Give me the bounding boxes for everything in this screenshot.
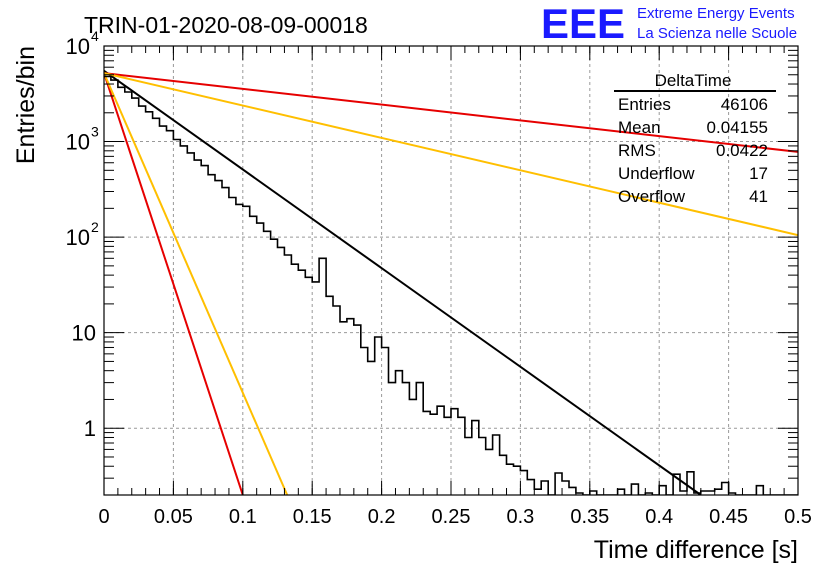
stats-row-label: Entries xyxy=(618,95,671,114)
fit-line xyxy=(104,72,244,495)
x-tick-label: 0.4 xyxy=(645,506,673,528)
chart-title: TRIN-01-2020-08-09-00018 xyxy=(84,12,368,38)
x-axis-title: Time difference [s] xyxy=(594,536,798,564)
stats-row-value: 41 xyxy=(749,187,768,206)
eee-logo-line2: La Scienza nelle Scuole xyxy=(637,25,797,42)
x-tick-label: 0.25 xyxy=(432,506,471,528)
histogram xyxy=(104,75,798,495)
x-tick-label: 0.5 xyxy=(784,506,812,528)
y-tick-label: 10 xyxy=(66,130,90,155)
x-tick-label: 0.35 xyxy=(570,506,609,528)
stats-box-title: DeltaTime xyxy=(655,71,732,90)
stats-row-label: RMS xyxy=(618,141,656,160)
fit-line xyxy=(104,69,702,495)
stats-box: DeltaTime Entries 46106 Mean 0.04155 RMS 0.04… xyxy=(614,71,776,206)
x-tick-label: 0.3 xyxy=(506,506,534,528)
stats-row-label: Underflow xyxy=(618,164,695,183)
x-tick-label: 0.1 xyxy=(229,506,257,528)
stats-row-value: 17 xyxy=(749,164,768,183)
fit-line xyxy=(104,72,289,495)
y-tick-label-exponent: 2 xyxy=(91,219,99,235)
x-tick-label: 0.45 xyxy=(709,506,748,528)
y-tick-label: 1 xyxy=(84,416,96,441)
eee-logo-line1: Extreme Energy Events xyxy=(637,5,795,22)
stats-row-label: Overflow xyxy=(618,187,686,206)
fit-line xyxy=(104,72,798,153)
stats-row-value: 46106 xyxy=(721,95,768,114)
y-tick-label-exponent: 3 xyxy=(91,124,99,140)
eee-logo-mark: EEE xyxy=(541,0,625,47)
stats-row-value: 0.0422 xyxy=(716,141,768,160)
tick-labels: 0 0.05 0.1 0.15 0.2 0.25 0.3 0.35 0.4 0.45 0.5 1 10 1… xyxy=(66,28,812,528)
y-axis-title: Entries/bin xyxy=(12,46,40,164)
x-tick-label: 0.05 xyxy=(154,506,193,528)
x-tick-label: 0.15 xyxy=(293,506,332,528)
fit-lines xyxy=(104,69,798,495)
fit-line xyxy=(104,72,798,237)
y-tick-label: 10 xyxy=(66,225,90,250)
stats-row-label: Mean xyxy=(618,118,661,137)
histogram-outline xyxy=(104,75,798,495)
y-tick-label-exponent: 4 xyxy=(91,28,99,44)
y-tick-label: 10 xyxy=(66,34,90,59)
y-tick-label: 10 xyxy=(72,321,96,346)
stats-row-value: 0.04155 xyxy=(707,118,768,137)
x-tick-label: 0 xyxy=(98,506,109,528)
ticks xyxy=(103,45,799,496)
x-tick-label: 0.2 xyxy=(368,506,396,528)
